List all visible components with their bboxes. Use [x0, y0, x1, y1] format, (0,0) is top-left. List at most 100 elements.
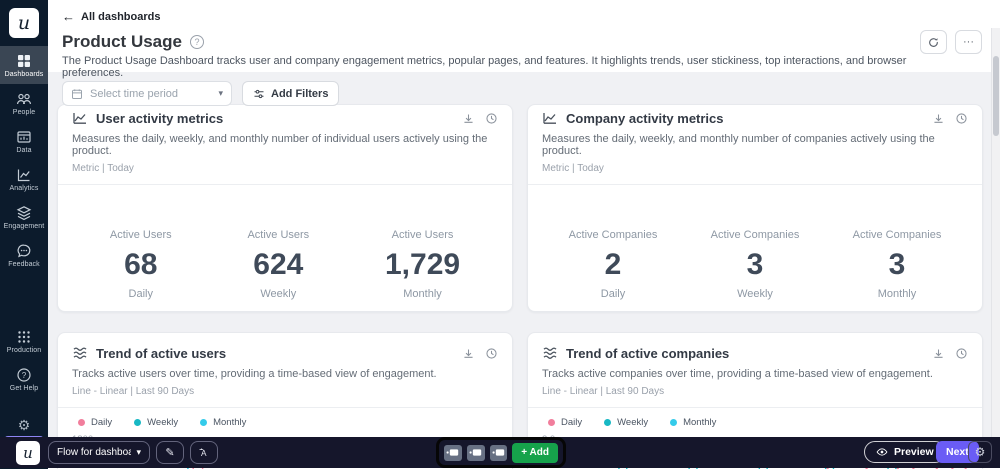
trend-lines-icon: [542, 345, 558, 361]
divider: [58, 407, 512, 408]
time-period-placeholder: Select time period: [90, 87, 179, 100]
slide-icon: [469, 449, 482, 456]
card-actions: [462, 347, 498, 360]
chevron-down-icon: ▾: [136, 447, 141, 457]
legend-dot: [670, 419, 678, 426]
card-title: Company activity metrics: [566, 110, 724, 126]
sidebar-item-analytics[interactable]: Analytics: [0, 160, 48, 198]
card-title: Trend of active companies: [566, 345, 730, 361]
legend-item-daily[interactable]: Daily: [78, 417, 112, 428]
refresh-time-icon[interactable]: [485, 347, 498, 360]
refresh-time-icon[interactable]: [485, 112, 498, 125]
app-logo[interactable]: u: [9, 8, 39, 38]
sidebar-item-get-help[interactable]: ? Get Help: [0, 360, 48, 398]
gear-icon: ⚙: [974, 445, 986, 459]
download-icon[interactable]: [932, 112, 945, 125]
edit-flow-button[interactable]: ✎: [156, 441, 184, 464]
back-to-dashboards-link[interactable]: ← All dashboards: [62, 9, 160, 24]
metrics-row: Active Companies 2 Daily Active Companie…: [542, 229, 968, 300]
card-user-activity-metrics: User activity metrics Measures the daily…: [57, 104, 513, 312]
card-description: Tracks active companies over time, provi…: [542, 368, 933, 380]
metrics-row: Active Users 68 Daily Active Users 624 W…: [72, 229, 498, 300]
dashboards-icon: [16, 53, 32, 69]
card-meta: Metric | Today: [72, 163, 134, 174]
step-thumbnail-button-2[interactable]: [466, 444, 485, 461]
scrollbar-track[interactable]: [991, 28, 1000, 437]
refresh-time-icon[interactable]: [955, 112, 968, 125]
sidebar-item-engagement[interactable]: Engagement: [0, 198, 48, 236]
sidebar-spacer: [0, 274, 48, 322]
ellipsis-icon: ···: [963, 36, 974, 48]
people-icon: [16, 91, 32, 107]
flow-select-dropdown[interactable]: Flow for dashboar... ▾: [48, 441, 150, 464]
flow-builder-bar: u Flow for dashboar... ▾ ✎ A + Add Previ…: [0, 437, 1000, 468]
page-title: Product Usage: [62, 32, 182, 51]
card-actions: [462, 112, 498, 125]
refresh-button[interactable]: [920, 30, 947, 54]
sidebar: u Dashboards People Data Analytics Engag…: [0, 0, 48, 469]
step-buttons-group: + Add: [436, 437, 566, 468]
metric: Active Users 1,729 Monthly: [384, 229, 461, 300]
download-icon[interactable]: [932, 347, 945, 360]
calendar-icon: [72, 88, 82, 99]
settings-gear-icon[interactable]: ⚙: [17, 417, 31, 433]
chart-legend: Daily Weekly Monthly: [78, 417, 498, 428]
help-question-icon[interactable]: ?: [189, 35, 204, 49]
chart-legend: Daily Weekly Monthly: [548, 417, 968, 428]
metric-chart-icon: [72, 110, 88, 126]
card-description: Tracks active users over time, providing…: [72, 368, 437, 380]
preview-button[interactable]: Preview: [864, 441, 946, 463]
download-icon[interactable]: [462, 347, 475, 360]
legend-item-weekly[interactable]: Weekly: [604, 417, 648, 428]
metric-chart-icon: [542, 110, 558, 126]
card-header: Trend of active users: [72, 345, 498, 361]
builder-logo[interactable]: u: [16, 441, 40, 465]
data-icon: [16, 129, 32, 145]
metric: Active Companies 3 Weekly: [710, 229, 800, 300]
sidebar-nav: Dashboards People Data Analytics Engagem…: [0, 46, 48, 398]
analytics-icon: [16, 167, 32, 183]
legend-dot: [548, 419, 555, 426]
page-title-row: Product Usage ?: [62, 32, 204, 52]
svg-text:?: ?: [22, 371, 27, 380]
trend-lines-icon: [72, 345, 88, 361]
legend-item-monthly[interactable]: Monthly: [670, 417, 716, 428]
legend-item-daily[interactable]: Daily: [548, 417, 582, 428]
card-actions: [932, 347, 968, 360]
more-options-button[interactable]: ···: [955, 30, 982, 54]
divider: [58, 184, 512, 185]
builder-settings-button[interactable]: ⚙: [968, 441, 992, 463]
header-actions: ···: [920, 30, 982, 54]
filter-bar: Select time period ▾ Add Filters: [62, 81, 340, 106]
metric: Active Companies 3 Monthly: [852, 229, 942, 300]
sidebar-item-feedback[interactable]: Feedback: [0, 236, 48, 274]
back-link-label: All dashboards: [81, 10, 161, 23]
legend-item-monthly[interactable]: Monthly: [200, 417, 246, 428]
legend-item-weekly[interactable]: Weekly: [134, 417, 178, 428]
card-header: Company activity metrics: [542, 110, 968, 126]
divider: [528, 407, 982, 408]
localization-button[interactable]: A: [190, 441, 218, 464]
feedback-icon: [16, 243, 32, 259]
add-step-button[interactable]: + Add: [512, 442, 558, 463]
sidebar-item-dashboards[interactable]: Dashboards: [0, 46, 48, 84]
card-header: User activity metrics: [72, 110, 498, 126]
download-icon[interactable]: [462, 112, 475, 125]
sidebar-item-production[interactable]: Production: [0, 322, 48, 360]
card-title: Trend of active users: [96, 345, 227, 361]
refresh-time-icon[interactable]: [955, 347, 968, 360]
sidebar-item-data[interactable]: Data: [0, 122, 48, 160]
add-filters-label: Add Filters: [271, 87, 329, 100]
scrollbar-thumb[interactable]: [993, 56, 999, 136]
add-filters-button[interactable]: Add Filters: [242, 81, 340, 106]
translate-icon: A: [199, 448, 207, 458]
time-period-select[interactable]: Select time period ▾: [62, 81, 232, 106]
card-meta: Line - Linear | Last 90 Days: [72, 386, 195, 397]
divider: [528, 184, 982, 185]
eye-icon: [876, 448, 888, 456]
sidebar-item-people[interactable]: People: [0, 84, 48, 122]
card-description: Measures the daily, weekly, and monthly …: [542, 133, 935, 157]
step-thumbnail-button-3[interactable]: [489, 444, 508, 461]
step-thumbnail-button-1[interactable]: [444, 444, 462, 461]
